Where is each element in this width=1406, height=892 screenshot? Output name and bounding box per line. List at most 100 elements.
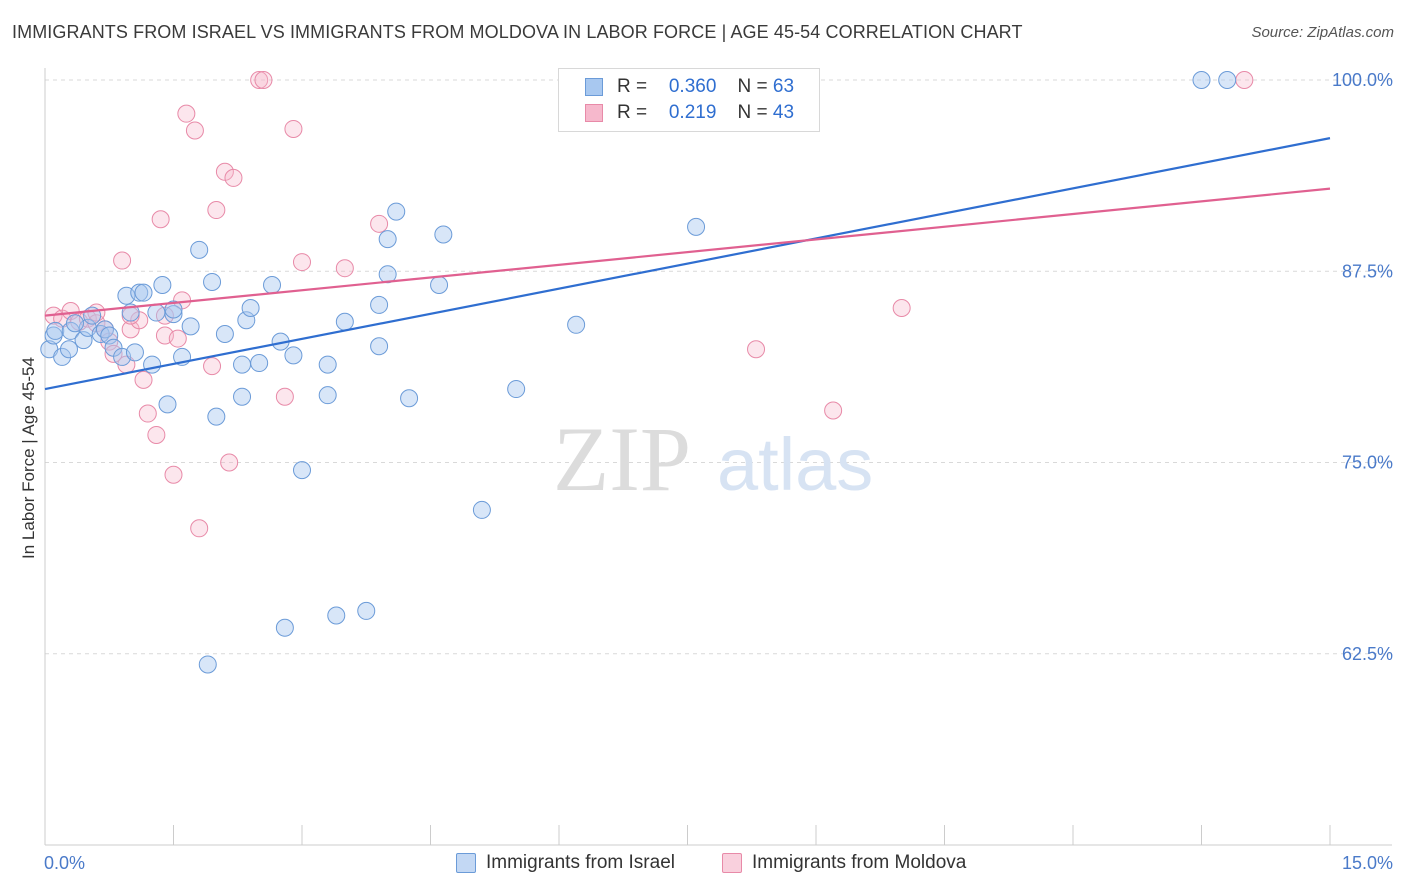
israel-point [215,324,234,343]
israel-point [378,230,397,249]
israel-point [250,354,269,373]
israel-point [153,276,172,295]
israel-point [472,500,491,519]
israel-point [370,337,389,356]
israel-point [53,347,72,366]
stats-legend: R = 0.360 N = 63 R = 0.219 N = 43 [558,68,820,132]
israel-point [147,303,166,322]
legend-row-israel: R = 0.360 N = 63 [585,74,794,100]
series-legend: Immigrants from Israel Immigrants from M… [0,852,1406,876]
watermark-zip: ZIP [553,408,691,510]
moldova-point [190,519,209,538]
moldova-point [164,465,183,484]
israel-point [567,315,586,334]
israel-point [370,295,389,314]
source-credit: Source: ZipAtlas.com [1251,24,1394,41]
moldova-point [747,340,766,359]
trend-lines [44,137,1331,391]
israel-point [275,618,294,637]
moldova-point [220,453,239,472]
moldova-point [284,119,303,138]
legend-swatch-israel [585,78,603,96]
israel-point [158,395,177,414]
moldova-point [177,104,196,123]
israel-point [1218,71,1237,89]
y-tick-label: 87.5% [1342,261,1393,281]
gridlines [45,79,1392,655]
israel-point [293,461,311,480]
israel-point [46,321,65,340]
israel-point [1192,71,1211,89]
legend-r-value-israel: 0.360 [668,76,717,97]
legend-r-label: R = [617,102,648,123]
israel-point [100,326,119,345]
legend-row-moldova: R = 0.219 N = 43 [585,100,794,126]
moldova-point [134,370,153,389]
legend-swatch-moldova [585,104,603,122]
israel-point [74,331,93,350]
chart-title: IMMIGRANTS FROM ISRAEL VS IMMIGRANTS FRO… [12,22,1023,42]
israel-point [207,407,226,426]
israel-point [164,300,183,319]
series-israel-points [40,71,1237,674]
israel-point [198,655,217,674]
bottom-legend-swatch-israel [456,853,476,873]
israel-point [237,311,256,330]
israel-point [387,202,406,221]
moldova-point [892,298,911,317]
israel-point [65,314,84,333]
israel-trend-line [44,137,1331,391]
israel-point [203,272,222,291]
x-tick-label-max: 15.0% [1342,853,1393,873]
israel-point [143,355,162,374]
legend-n-label: N = [737,76,768,97]
y-tick-label: 62.5% [1342,644,1393,664]
israel-point [233,387,252,406]
moldova-point [224,168,243,187]
moldova-point [824,401,843,420]
bottom-legend-swatch-moldova [722,853,742,873]
bottom-legend-label-moldova: Immigrants from Moldova [752,852,967,873]
legend-r-label: R = [617,76,648,97]
moldova-point [254,71,273,89]
moldova-point [138,404,157,423]
israel-point [130,283,149,302]
israel-point [318,386,337,405]
y-tick-label: 100.0% [1332,70,1393,90]
israel-point [687,217,706,236]
israel-point [125,343,144,362]
israel-point [327,606,346,625]
moldova-point [335,259,354,278]
moldova-point [370,214,389,233]
israel-point [434,225,453,244]
israel-point [335,312,354,331]
moldova-point [1235,71,1254,89]
israel-point [233,355,252,374]
moldova-point [275,387,294,406]
israel-point [430,276,449,295]
israel-point [284,346,303,365]
israel-point [357,601,376,620]
watermark-atlas: atlas [717,423,873,506]
israel-point [263,276,282,295]
moldova-point [113,251,132,270]
moldova-point [185,121,204,140]
moldova-point [293,253,311,272]
x-tick-labels: 0.0% 15.0% [44,853,1393,873]
israel-point [318,355,337,374]
moldova-point [168,329,187,348]
israel-point [507,380,526,399]
legend-n-value-moldova: 43 [772,102,795,123]
y-tick-labels: 62.5% 75.0% 87.5% 100.0% [1332,70,1393,664]
moldova-point [207,201,226,220]
legend-r-value-moldova: 0.219 [668,102,717,123]
bottom-legend-moldova: Immigrants from Moldova [722,852,966,874]
moldova-point [151,210,170,229]
israel-point [164,305,183,324]
israel-point [134,283,153,302]
israel-point [181,317,200,336]
israel-point [400,389,419,408]
israel-point [241,298,260,317]
moldova-point [203,357,222,376]
